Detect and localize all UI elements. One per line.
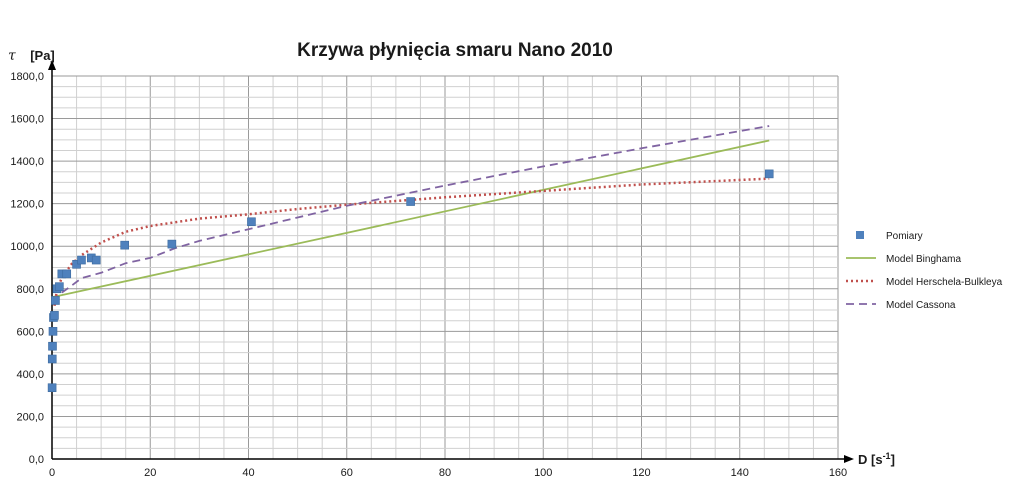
legend-label-pomiary: Pomiary xyxy=(886,231,923,242)
data-point xyxy=(47,354,57,364)
y-tick-label: 400,0 xyxy=(16,369,44,381)
series-line-model-herschela-bulkleya xyxy=(53,177,770,306)
data-point xyxy=(62,269,72,279)
x-tick-label: 160 xyxy=(829,467,847,479)
x-axis-label-base: D [s xyxy=(858,452,883,467)
data-point xyxy=(120,240,130,250)
data-point xyxy=(91,255,101,265)
y-tick-label: 1200,0 xyxy=(10,199,44,211)
legend-label-model-herschela-bulkleya: Model Herschela-Bulkleya xyxy=(886,277,1003,288)
plot-axes xyxy=(48,60,854,463)
y-tick-labels: 0,0 200,0 400,0 600,0 800,0 1000,0 1200,0 1400,… xyxy=(10,71,44,466)
model-lines xyxy=(51,125,770,306)
legend-marker-pomiary xyxy=(856,231,864,239)
y-axis-arrow xyxy=(48,60,56,70)
data-point xyxy=(48,327,58,336)
y-tick-label: 600,0 xyxy=(16,326,44,338)
data-point xyxy=(167,239,177,249)
data-point xyxy=(77,255,86,265)
x-axis-label-close: ] xyxy=(891,452,895,467)
series-line-model-binghama xyxy=(51,139,770,299)
y-tick-label: 800,0 xyxy=(16,284,44,296)
y-axis-symbol: τ xyxy=(8,48,16,64)
data-point xyxy=(47,383,57,393)
x-tick-label: 80 xyxy=(439,467,451,479)
x-tick-label: 100 xyxy=(534,467,552,479)
data-point xyxy=(55,282,64,291)
y-tick-label: 1600,0 xyxy=(10,114,44,126)
data-point xyxy=(51,296,60,305)
x-tick-label: 20 xyxy=(144,467,156,479)
y-axis-label: τ [Pa] xyxy=(8,47,55,64)
x-tick-label: 120 xyxy=(632,467,650,479)
y-tick-label: 200,0 xyxy=(16,411,44,423)
data-point xyxy=(50,311,59,320)
x-tick-label: 140 xyxy=(731,467,749,479)
x-tick-label: 60 xyxy=(341,467,353,479)
x-axis-label-sup: -1 xyxy=(883,451,891,461)
y-tick-label: 1000,0 xyxy=(10,241,44,253)
y-tick-label: 1800,0 xyxy=(10,71,44,83)
x-axis-label: D [s-1] xyxy=(858,451,895,467)
measurement-points xyxy=(47,169,774,393)
x-tick-label: 40 xyxy=(242,467,254,479)
chart-legend: Pomiary Model Binghama Model Herschela-Bul… xyxy=(846,231,1003,311)
chart-title: Krzywa płynięcia smaru Nano 2010 xyxy=(297,40,613,61)
data-point xyxy=(764,169,774,179)
data-point xyxy=(406,197,415,206)
x-tick-labels: 0 20 40 60 80 100 120 140 160 xyxy=(49,467,847,479)
legend-label-model-binghama: Model Binghama xyxy=(886,254,961,265)
legend-label-model-cassona: Model Cassona xyxy=(886,300,956,311)
x-tick-label: 0 xyxy=(49,467,55,479)
x-axis-arrow xyxy=(844,455,854,463)
plot-grid xyxy=(51,75,839,460)
data-point xyxy=(247,217,256,227)
y-tick-label: 1400,0 xyxy=(10,156,44,168)
data-point xyxy=(48,341,57,351)
y-tick-label: 0,0 xyxy=(29,454,44,466)
y-axis-unit: [Pa] xyxy=(30,48,55,63)
